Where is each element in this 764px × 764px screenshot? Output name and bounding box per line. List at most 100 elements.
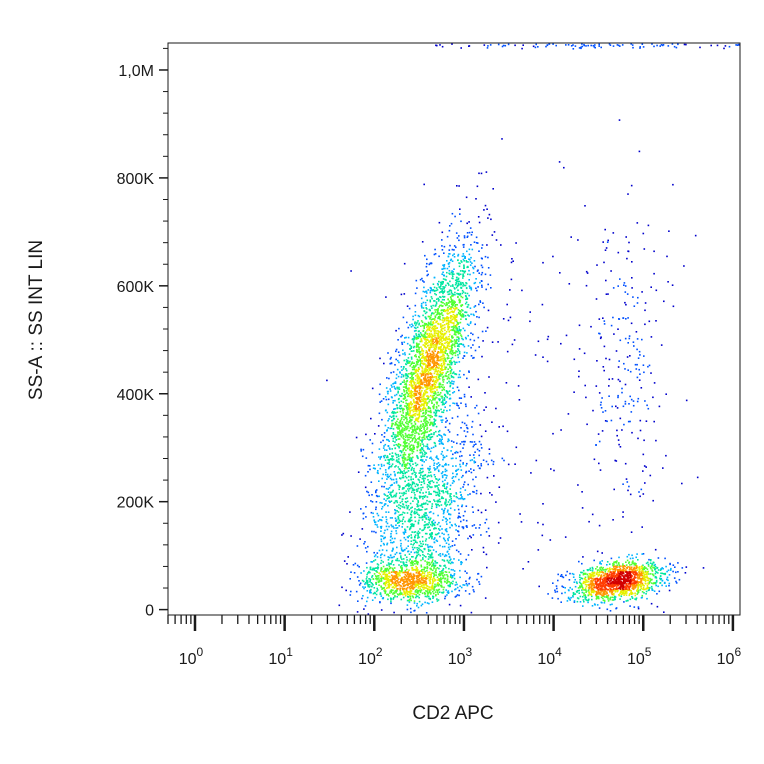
event-dot xyxy=(428,526,431,528)
event-dot xyxy=(466,584,469,587)
event-dot xyxy=(627,317,629,319)
event-dot xyxy=(660,44,663,46)
event-dot xyxy=(428,511,431,514)
event-dot xyxy=(358,580,360,582)
event-dot xyxy=(360,450,362,452)
event-dot xyxy=(422,486,424,489)
event-dot xyxy=(606,564,608,566)
event-dot xyxy=(440,497,443,500)
event-dot xyxy=(410,496,413,499)
event-dot xyxy=(391,455,393,457)
event-dot xyxy=(396,411,399,413)
event-dot xyxy=(431,521,433,523)
event-dot xyxy=(478,303,480,306)
event-dot xyxy=(455,324,458,327)
event-dot xyxy=(409,483,412,486)
event-dot xyxy=(541,534,544,537)
event-dot xyxy=(429,545,431,548)
event-dot xyxy=(410,457,413,459)
event-dot xyxy=(441,508,443,510)
event-dot xyxy=(640,488,643,491)
event-dot xyxy=(431,435,434,438)
event-dot xyxy=(444,348,447,351)
event-dot xyxy=(429,457,431,459)
event-dot xyxy=(586,272,589,274)
event-dot xyxy=(569,599,571,601)
event-dot xyxy=(384,424,387,427)
event-dot xyxy=(380,595,383,597)
event-dot xyxy=(429,582,432,584)
event-dot xyxy=(389,448,391,450)
event-dot xyxy=(637,590,639,593)
event-dot xyxy=(394,399,396,402)
event-dot xyxy=(385,398,388,401)
event-dot xyxy=(613,488,615,491)
event-dot xyxy=(382,561,384,563)
event-dot xyxy=(442,588,445,591)
event-dot xyxy=(376,589,379,591)
event-dot xyxy=(408,446,411,448)
event-dot xyxy=(388,447,391,449)
event-dot xyxy=(441,386,444,389)
event-dot xyxy=(426,486,429,488)
event-dot xyxy=(435,593,437,596)
event-dot xyxy=(414,440,417,442)
event-dot xyxy=(409,449,411,452)
event-dot xyxy=(412,544,414,546)
event-dot xyxy=(401,341,403,344)
event-dot xyxy=(380,538,383,541)
event-dot xyxy=(426,402,429,404)
event-dot xyxy=(480,463,482,465)
event-dot xyxy=(407,490,410,492)
event-dot xyxy=(423,568,425,571)
event-dot xyxy=(469,227,472,229)
event-dot xyxy=(392,433,395,436)
event-dot xyxy=(648,364,651,367)
event-dot xyxy=(445,528,448,530)
event-dot xyxy=(665,565,667,568)
event-dot xyxy=(457,404,460,407)
event-dot xyxy=(468,253,471,256)
event-dot xyxy=(443,403,445,406)
event-dot xyxy=(430,475,433,478)
event-dot xyxy=(441,436,443,438)
event-dot xyxy=(685,566,688,568)
event-dot xyxy=(449,384,452,387)
event-dot xyxy=(404,475,407,478)
event-dot xyxy=(633,562,635,564)
event-dot xyxy=(439,535,441,538)
event-dot xyxy=(401,498,404,501)
event-dot xyxy=(439,525,442,528)
event-dot xyxy=(375,582,377,584)
event-dot xyxy=(600,566,602,569)
event-dot xyxy=(460,47,462,49)
event-dot xyxy=(444,571,447,573)
event-dot xyxy=(463,243,465,246)
event-dot xyxy=(453,544,456,546)
event-dot xyxy=(385,449,388,451)
event-dot xyxy=(385,570,388,573)
event-dot xyxy=(454,332,456,334)
event-dot xyxy=(393,444,395,447)
event-dot xyxy=(437,593,439,595)
event-dot xyxy=(387,352,389,354)
event-dot xyxy=(484,255,487,258)
event-dot xyxy=(371,583,374,585)
event-dot xyxy=(435,589,438,591)
event-dot xyxy=(433,573,435,575)
event-dot xyxy=(387,419,389,422)
event-dot xyxy=(391,491,394,493)
event-dot xyxy=(412,481,415,484)
event-dot xyxy=(427,550,430,552)
event-dot xyxy=(627,420,630,423)
event-dot xyxy=(476,289,478,292)
event-dot xyxy=(464,294,467,297)
event-dot xyxy=(546,360,549,363)
event-dot xyxy=(409,456,411,459)
event-dot xyxy=(421,550,424,553)
event-dot xyxy=(664,572,667,575)
event-dot xyxy=(486,47,489,49)
event-dot xyxy=(422,475,424,477)
event-dot xyxy=(453,500,455,502)
event-dot xyxy=(562,576,565,579)
